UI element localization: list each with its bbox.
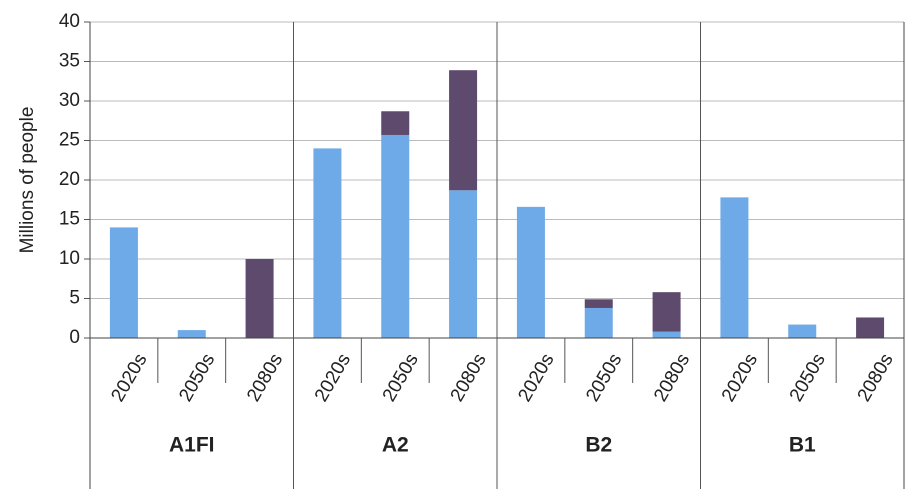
- x-tick-label: 2020s: [107, 350, 151, 405]
- bar-segment: [652, 292, 681, 332]
- x-tick-label: 2020s: [514, 350, 558, 405]
- group-label: A2: [382, 434, 409, 457]
- y-tick-label: 15: [59, 209, 80, 230]
- bar-segment: [720, 197, 749, 338]
- group-label: A1FI: [169, 434, 215, 457]
- x-tick-label: 2050s: [582, 350, 626, 405]
- x-tick-label: 2080s: [447, 350, 491, 405]
- y-tick-label: 25: [59, 130, 80, 151]
- x-tick-label: 2050s: [175, 350, 219, 405]
- bar-segment: [381, 111, 410, 135]
- bar-segment: [245, 259, 274, 338]
- x-tick-label: 2020s: [311, 350, 355, 405]
- bar-segment: [109, 227, 138, 338]
- x-tick-label: 2080s: [650, 350, 694, 405]
- bar-segment: [856, 317, 885, 338]
- y-tick-label: 30: [59, 90, 80, 111]
- y-tick-label: 35: [59, 51, 80, 72]
- x-tick-label: 2020s: [718, 350, 762, 405]
- x-tick-label: 2050s: [786, 350, 830, 405]
- bar-segment: [313, 148, 342, 338]
- y-tick-label: 20: [59, 169, 80, 190]
- y-axis-label: Millions of people: [17, 107, 38, 254]
- bar-segment: [449, 190, 478, 338]
- bar-segment: [584, 299, 613, 308]
- bar-segment: [449, 70, 478, 191]
- x-tick-label: 2080s: [243, 350, 287, 405]
- y-tick-label: 0: [69, 327, 80, 348]
- group-label: B1: [789, 434, 816, 457]
- bar-segment: [584, 307, 613, 338]
- x-tick-label: 2050s: [379, 350, 423, 405]
- bar-segment: [516, 206, 545, 338]
- y-tick-label: 10: [59, 248, 80, 269]
- y-tick-label: 5: [69, 288, 80, 309]
- bar-segment: [788, 324, 817, 338]
- y-tick-label: 40: [59, 11, 80, 32]
- bar-segment: [177, 330, 206, 338]
- group-label: B2: [585, 434, 612, 457]
- bar-segment: [652, 331, 681, 338]
- x-tick-label: 2080s: [854, 350, 898, 405]
- bar-segment: [381, 134, 410, 338]
